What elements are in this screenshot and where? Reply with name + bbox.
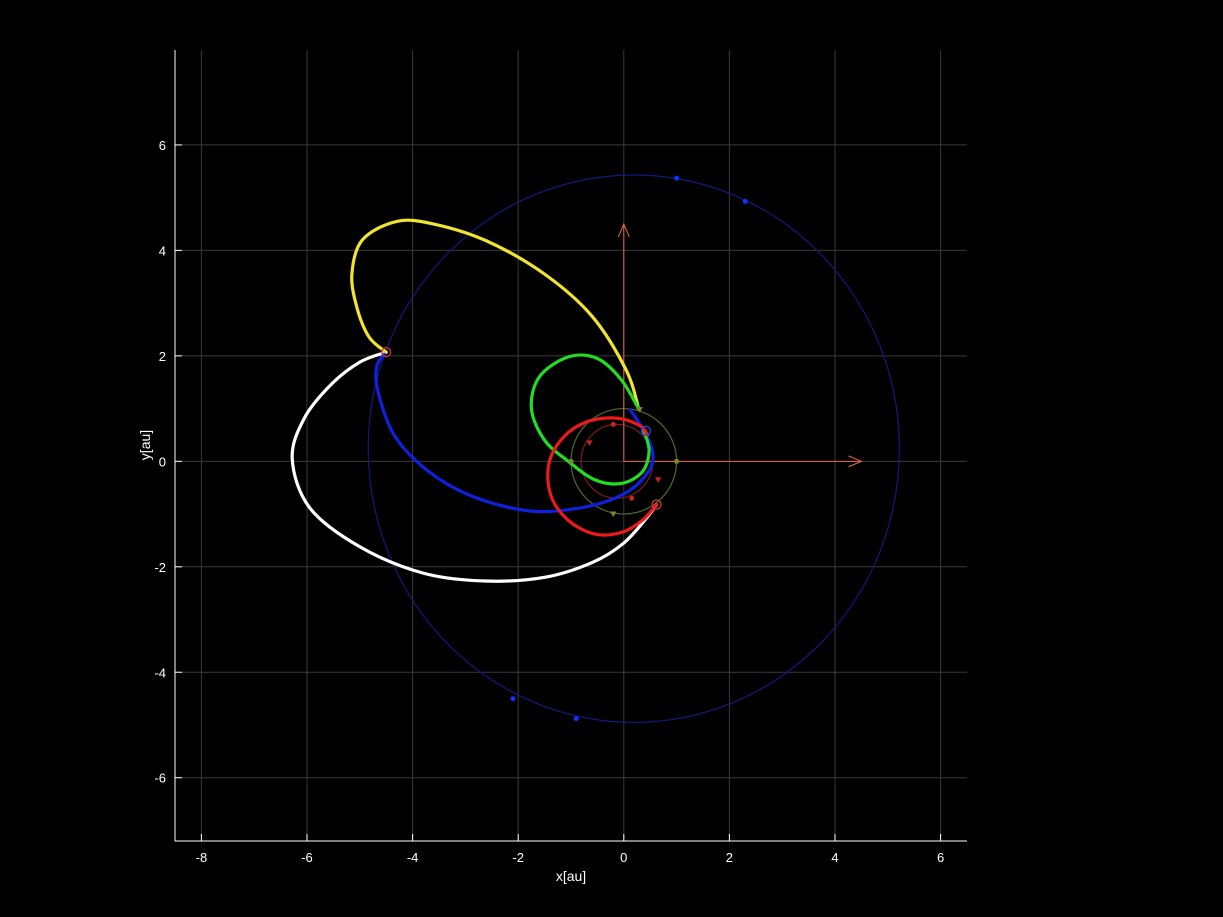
y-tick-label-6: 6 (159, 138, 166, 153)
x-tick-label-5: 2 (726, 850, 733, 865)
y-tick-label-4: 2 (159, 349, 166, 364)
y-axis-label: y[au] (137, 430, 153, 460)
y-tick-label-1: -4 (154, 665, 166, 680)
marker-ring-2 (640, 425, 652, 436)
marker-ring-1 (651, 499, 662, 510)
trajectory-series-0 (290, 350, 659, 583)
x-tick-label-6: 4 (831, 850, 838, 865)
marker-dot-5 (573, 716, 579, 722)
marker-dot-3 (674, 175, 680, 181)
marker-dot-7 (610, 421, 616, 427)
marker-triangle-10 (654, 477, 662, 483)
axis-arrow-head-0 (848, 455, 863, 468)
x-tick-label-1: -6 (301, 850, 313, 865)
trajectory-series-1 (374, 350, 655, 514)
y-tick-label-0: -6 (154, 771, 166, 786)
reference-orbit-0 (367, 174, 901, 723)
trajectory-series (290, 218, 659, 583)
axes-frame (174, 50, 967, 842)
marker-triangle-14 (636, 407, 643, 413)
y-tick-label-5: 4 (159, 243, 166, 258)
x-axis-label: x[au] (556, 868, 586, 884)
trajectory-series-4 (546, 416, 659, 537)
reference-orbits (367, 174, 901, 723)
orbit-markers (381, 175, 748, 722)
x-tick-label-3: -2 (512, 850, 524, 865)
x-tick-label-2: -4 (407, 850, 419, 865)
tick-labels: -8 -6 -4 -2 0 2 4 6 -6 -4 -2 0 2 4 6 (154, 138, 944, 865)
marker-dot-11 (674, 458, 680, 464)
marker-dot-12 (568, 458, 574, 464)
marker-dot-8 (629, 495, 635, 501)
axis-arrows (617, 222, 863, 468)
y-tick-label-2: -2 (154, 560, 166, 575)
marker-triangle-13 (610, 511, 617, 518)
axis-arrow-head-1 (617, 222, 630, 238)
marker-dot-6 (510, 696, 516, 702)
trajectory-series-2 (350, 218, 641, 411)
trajectory-series-3 (529, 353, 651, 486)
marker-ring-0 (381, 347, 392, 358)
x-tick-label-0: -8 (196, 850, 208, 865)
marker-dot-4 (742, 198, 748, 204)
marker-triangle-9 (586, 440, 593, 446)
x-tick-label-7: 6 (937, 850, 944, 865)
x-tick-label-4: 0 (620, 850, 627, 865)
y-tick-label-3: 0 (159, 454, 166, 469)
